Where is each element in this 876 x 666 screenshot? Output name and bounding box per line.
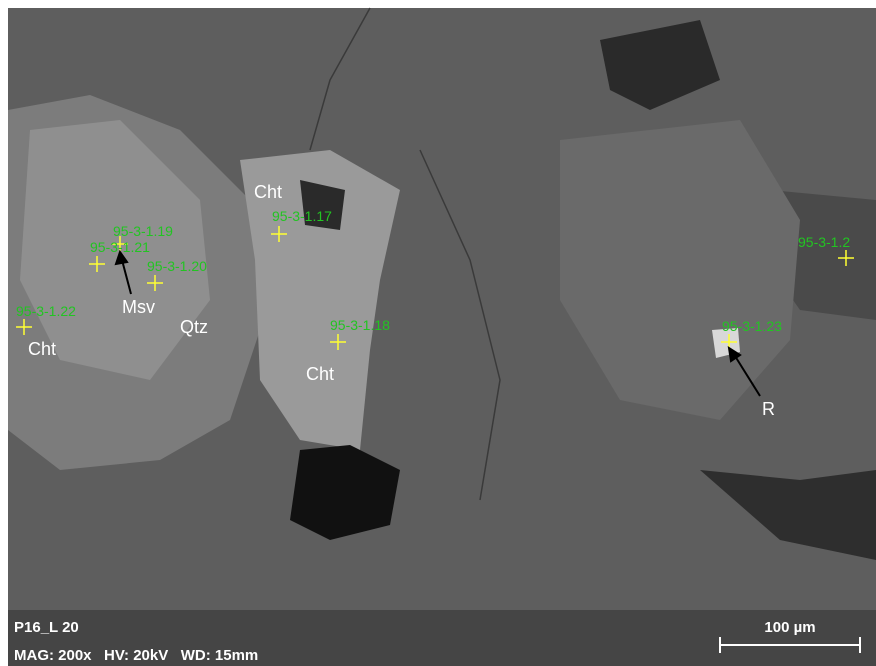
spot-label: 95-3-1.2: [798, 234, 850, 250]
mineral-label: Cht: [28, 339, 56, 359]
mineral-label: R: [762, 399, 775, 419]
spot-label: 95-3-1.19: [113, 223, 173, 239]
instrument-settings: MAG: 200x HV: 20kV WD: 15mm: [14, 647, 258, 664]
mineral-label: Qtz: [180, 317, 208, 337]
mineral-label: Cht: [254, 182, 282, 202]
spot-label: 95-3-1.22: [16, 303, 76, 319]
spot-label: 95-3-1.18: [330, 317, 390, 333]
sample-id: P16_L 20: [14, 619, 79, 636]
micrograph: [8, 8, 876, 666]
spot-label: 95-3-1.20: [147, 258, 207, 274]
scale-label: 100 µm: [764, 619, 815, 636]
mineral-label: Msv: [122, 297, 155, 317]
spot-label: 95-3-1.17: [272, 208, 332, 224]
mineral-label: Cht: [306, 364, 334, 384]
spot-label: 95-3-1.23: [722, 318, 782, 334]
sem-image: 95-3-1.19 95-3-1.21 95-3-1.20 95-3-1.22 …: [0, 0, 876, 666]
